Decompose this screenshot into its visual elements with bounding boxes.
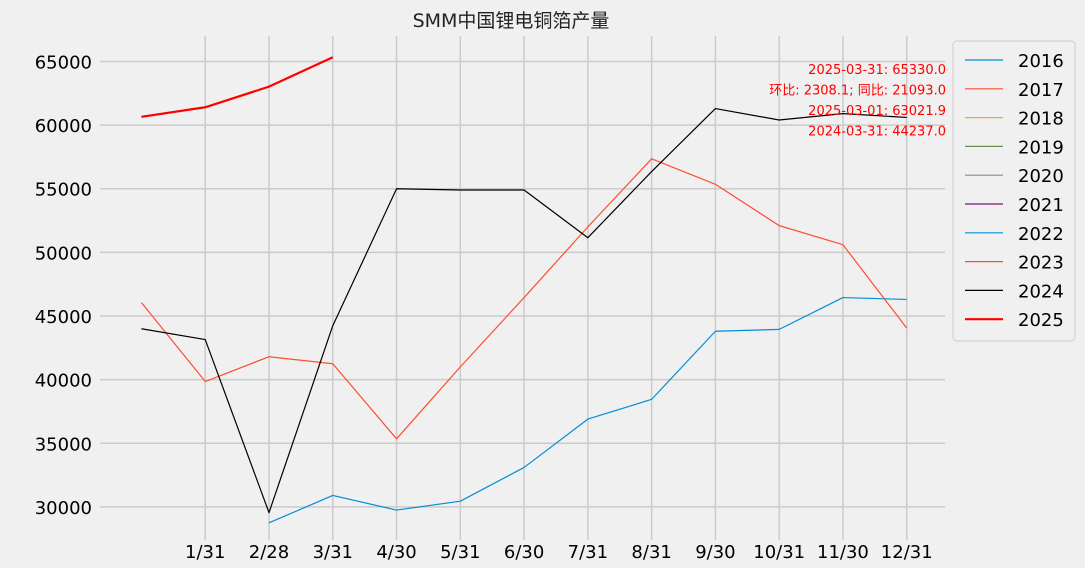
- legend-label: 2018: [1018, 109, 1064, 130]
- y-tick-label: 35000: [35, 434, 92, 455]
- x-tick-label: 6/30: [504, 542, 544, 563]
- x-tick-label: 11/30: [817, 542, 869, 563]
- legend-label: 2025: [1018, 310, 1064, 331]
- legend-label: 2020: [1018, 166, 1064, 187]
- y-tick-label: 30000: [35, 498, 92, 519]
- legend-label: 2017: [1018, 80, 1064, 101]
- legend-label: 2021: [1018, 195, 1064, 216]
- y-tick-label: 45000: [35, 307, 92, 328]
- legend-label: 2022: [1018, 224, 1064, 245]
- y-tick-label: 50000: [35, 243, 92, 264]
- x-tick-label: 4/30: [376, 542, 416, 563]
- legend-label: 2016: [1018, 51, 1064, 72]
- legend-label: 2024: [1018, 281, 1064, 302]
- legend-label: 2023: [1018, 253, 1064, 274]
- y-tick-label: 55000: [35, 180, 92, 201]
- x-tick-label: 12/31: [881, 542, 933, 563]
- x-tick-label: 5/31: [440, 542, 480, 563]
- x-tick-label: 1/31: [185, 542, 225, 563]
- y-tick-label: 65000: [35, 52, 92, 73]
- x-tick-label: 3/31: [313, 542, 353, 563]
- annotation-text: 2025-03-01: 63021.9: [808, 104, 946, 119]
- annotation-text: 2024-03-31: 44237.0: [808, 125, 946, 140]
- y-tick-label: 40000: [35, 371, 92, 392]
- x-tick-label: 7/31: [568, 542, 608, 563]
- x-tick-label: 2/28: [249, 542, 289, 563]
- chart-title: SMM中国锂电铜箔产量: [0, 6, 1022, 33]
- x-tick-label: 10/31: [753, 542, 805, 563]
- annotation-text: 环比: 2308.1; 同比: 21093.0: [769, 84, 946, 99]
- annotation-text: 2025-03-31: 65330.0: [808, 63, 946, 78]
- x-tick-label: 8/31: [631, 542, 671, 563]
- y-tick-label: 60000: [35, 116, 92, 137]
- legend-label: 2019: [1018, 137, 1064, 158]
- x-tick-label: 9/30: [695, 542, 735, 563]
